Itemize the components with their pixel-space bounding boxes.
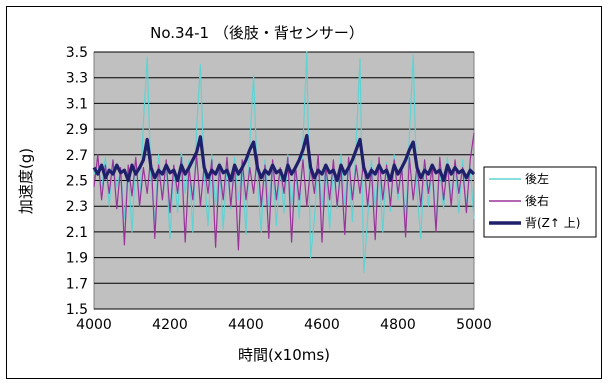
y-tick-label: 3.3 <box>66 71 88 87</box>
chart-svg: No.34-1 （後肢・背センサー） 1.5 1.7 1.9 2.1 2.3 2.5 2.7… <box>17 24 597 364</box>
y-tick-label: 2.5 <box>66 174 88 190</box>
series-line-2 <box>93 132 475 251</box>
legend-label-series-2: 後右 <box>525 193 549 208</box>
legend: 後左 後右 背(Z↑ 上) <box>483 166 597 238</box>
y-axis-label: 加速度(g) <box>17 148 35 214</box>
x-tick-label: 4400 <box>228 317 264 333</box>
x-tick-label: 4800 <box>380 317 416 333</box>
y-tick-label: 2.3 <box>66 199 88 215</box>
y-tick-label: 1.9 <box>66 251 88 267</box>
y-tick-label: 3.1 <box>66 96 88 112</box>
series-line-3 <box>92 133 476 183</box>
x-axis-label: 時間(x10ms) <box>238 346 330 364</box>
x-tick-label: 4600 <box>304 317 340 333</box>
y-tick-label: 2.7 <box>66 148 88 164</box>
y-tick-label: 1.5 <box>66 302 88 318</box>
legend-box <box>483 166 597 238</box>
x-tick-label: 5000 <box>456 317 492 333</box>
legend-label-series-3: 背(Z↑ 上) <box>525 216 580 230</box>
series-line-1 <box>93 51 475 274</box>
y-tick-label: 2.1 <box>66 225 88 241</box>
x-axis: 4000 4200 4400 4600 4800 5000 <box>76 317 492 333</box>
y-tick-label: 2.9 <box>66 122 88 138</box>
y-tick-label: 3.5 <box>66 45 88 61</box>
series-lines <box>92 51 476 274</box>
y-axis: 1.5 1.7 1.9 2.1 2.3 2.5 2.7 2.9 3.1 3.3 3.5 <box>66 45 88 318</box>
chart-frame: No.34-1 （後肢・背センサー） 1.5 1.7 1.9 2.1 2.3 2.5 2.7… <box>6 6 602 379</box>
x-tick-label: 4200 <box>152 317 188 333</box>
gridlines <box>94 51 474 310</box>
legend-label-series-1: 後左 <box>525 171 549 186</box>
chart-title: No.34-1 （後肢・背センサー） <box>150 24 364 42</box>
x-tick-label: 4000 <box>76 317 112 333</box>
y-tick-label: 1.7 <box>66 276 88 292</box>
